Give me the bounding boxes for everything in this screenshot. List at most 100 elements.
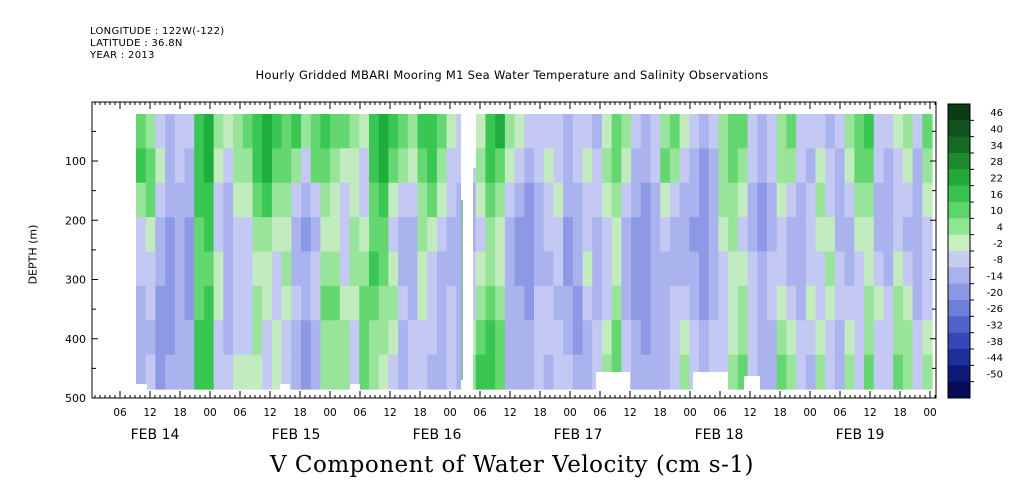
heatmap-cell bbox=[349, 251, 360, 287]
heatmap-cell bbox=[398, 114, 409, 149]
heatmap-cell bbox=[301, 148, 312, 184]
heatmap-cell bbox=[339, 354, 351, 390]
heatmap-cell bbox=[475, 217, 487, 253]
heatmap-cell bbox=[233, 354, 244, 390]
missing-data-gap bbox=[280, 384, 290, 390]
colorbar-label: 28 bbox=[990, 157, 1003, 168]
heatmap-cell bbox=[572, 148, 584, 184]
heatmap-cell bbox=[223, 182, 234, 218]
heatmap-cell bbox=[271, 217, 283, 253]
heatmap-cell bbox=[611, 285, 622, 321]
variable-label: V Component of Water Velocity (cm s-1) bbox=[270, 452, 754, 478]
heatmap-cell bbox=[398, 285, 409, 321]
heatmap-cell bbox=[524, 182, 535, 218]
heatmap-cell bbox=[805, 148, 817, 184]
heatmap-cell bbox=[417, 182, 428, 218]
y-tick-label: 100 bbox=[65, 155, 86, 168]
heatmap-cell bbox=[174, 354, 186, 390]
heatmap-cell bbox=[640, 251, 652, 287]
heatmap-cell bbox=[650, 182, 661, 218]
heatmap-cell bbox=[912, 251, 923, 287]
heatmap-cell bbox=[563, 354, 574, 390]
heatmap-cell bbox=[203, 354, 215, 390]
heatmap-cell bbox=[592, 148, 603, 184]
heatmap-cell bbox=[427, 320, 438, 356]
heatmap-cell bbox=[368, 114, 380, 149]
heatmap-cell bbox=[184, 251, 195, 287]
x-tick-label: 12 bbox=[263, 407, 276, 419]
heatmap-cell bbox=[174, 148, 186, 184]
heatmap-cell bbox=[223, 320, 234, 356]
colorbar-swatch bbox=[948, 300, 970, 317]
heatmap-cell bbox=[320, 114, 331, 149]
heatmap-cell bbox=[485, 217, 496, 253]
heatmap-cell bbox=[155, 182, 166, 218]
heatmap-cell bbox=[194, 217, 205, 253]
heatmap-cell bbox=[689, 285, 700, 321]
heatmap-cell bbox=[631, 182, 642, 218]
heatmap-cell bbox=[601, 320, 613, 356]
heatmap-cell bbox=[582, 251, 593, 287]
heatmap-cell bbox=[233, 114, 244, 149]
heatmap-cell bbox=[796, 217, 807, 253]
heatmap-cell bbox=[368, 320, 380, 356]
x-tick-label: 00 bbox=[563, 407, 576, 419]
heatmap-cell bbox=[873, 320, 885, 356]
heatmap-cell bbox=[194, 354, 205, 390]
heatmap-cell bbox=[893, 285, 904, 321]
heatmap-cell bbox=[631, 148, 642, 184]
heatmap-cell bbox=[514, 251, 525, 287]
heatmap-cell bbox=[912, 182, 923, 218]
heatmap-cell bbox=[834, 182, 846, 218]
y-axis-label: DEPTH (m) bbox=[26, 224, 40, 285]
heatmap-cell bbox=[786, 251, 797, 287]
heatmap-cell bbox=[660, 354, 671, 390]
heatmap-cell bbox=[621, 148, 632, 184]
heatmap-cell bbox=[330, 285, 341, 321]
heatmap-cell bbox=[213, 148, 224, 184]
heatmap-cell bbox=[388, 148, 399, 184]
heatmap-cell bbox=[631, 354, 642, 390]
heatmap-cell bbox=[728, 114, 739, 149]
heatmap-cell bbox=[349, 354, 360, 390]
heatmap-cell bbox=[330, 182, 341, 218]
heatmap-cell bbox=[893, 354, 904, 390]
heatmap-cell bbox=[301, 320, 312, 356]
heatmap-cell bbox=[349, 148, 360, 184]
heatmap-cell bbox=[310, 114, 322, 149]
heatmap-cell bbox=[203, 217, 215, 253]
x-tick-label: 12 bbox=[863, 407, 876, 419]
x-tick-label: 00 bbox=[683, 407, 696, 419]
heatmap-cell bbox=[145, 251, 157, 287]
heatmap-cell bbox=[747, 251, 758, 287]
heatmap-cell bbox=[854, 320, 865, 356]
heatmap-cell bbox=[485, 285, 496, 321]
heatmap-cell bbox=[271, 114, 283, 149]
heatmap-cell bbox=[922, 285, 933, 321]
heatmap-cell bbox=[883, 354, 894, 390]
heatmap-cell bbox=[893, 320, 904, 356]
heatmap-cell bbox=[737, 354, 749, 390]
heatmap-cell bbox=[640, 182, 652, 218]
heatmap-cell bbox=[233, 320, 244, 356]
heatmap-cell bbox=[553, 217, 564, 253]
colorbar-label: -38 bbox=[987, 337, 1003, 348]
heatmap-cell bbox=[136, 285, 147, 321]
heatmap-cell bbox=[728, 320, 739, 356]
heatmap-cell bbox=[475, 114, 487, 149]
heatmap-cell bbox=[174, 251, 186, 287]
heatmap-cell bbox=[281, 354, 292, 390]
heatmap-cell bbox=[281, 114, 292, 149]
heatmap-cell bbox=[766, 182, 778, 218]
heatmap-cell bbox=[679, 251, 690, 287]
heatmap-cell bbox=[233, 217, 244, 253]
colorbar-label: 4 bbox=[997, 223, 1003, 234]
heatmap-cell bbox=[136, 354, 147, 390]
heatmap-cell bbox=[446, 320, 457, 356]
x-day-label: FEB 18 bbox=[695, 427, 744, 443]
heatmap-cell bbox=[582, 182, 593, 218]
x-tick-label: 00 bbox=[803, 407, 816, 419]
heatmap-cell bbox=[378, 285, 389, 321]
heatmap-cell bbox=[165, 320, 176, 356]
heatmap-cell bbox=[553, 285, 564, 321]
